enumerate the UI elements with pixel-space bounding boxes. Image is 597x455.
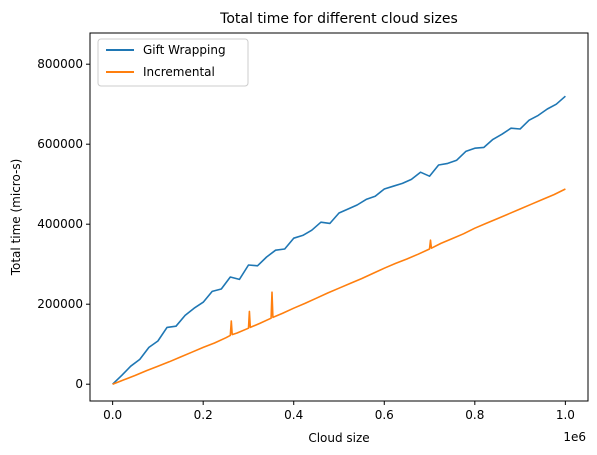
x-tick-label: 0.6 bbox=[375, 408, 394, 422]
y-tick-label: 200000 bbox=[37, 297, 83, 311]
legend-label-gift-wrapping: Gift Wrapping bbox=[143, 43, 226, 57]
y-tick-label: 0 bbox=[75, 377, 83, 391]
y-tick-label: 400000 bbox=[37, 217, 83, 231]
legend-label-incremental: Incremental bbox=[143, 65, 215, 79]
chart-title: Total time for different cloud sizes bbox=[219, 11, 458, 27]
y-axis-label: Total time (micro-s) bbox=[9, 159, 23, 277]
y-tick-label: 600000 bbox=[37, 137, 83, 151]
series-line-incremental bbox=[112, 188, 566, 385]
x-axis: 0.0 0.2 0.4 0.6 0.8 1.0 bbox=[103, 401, 575, 422]
x-tick-label: 0.4 bbox=[284, 408, 303, 422]
y-axis: 0 200000 400000 600000 800000 bbox=[37, 57, 90, 391]
x-tick-label: 0.8 bbox=[465, 408, 484, 422]
legend: Gift Wrapping Incremental bbox=[97, 38, 249, 87]
x-tick-label: 1.0 bbox=[556, 408, 575, 422]
legend-box bbox=[97, 38, 249, 87]
x-axis-label: Cloud size bbox=[308, 431, 369, 445]
plot-area bbox=[112, 95, 566, 385]
x-tick-label: 0.0 bbox=[103, 408, 122, 422]
x-offset-label: 1e6 bbox=[563, 430, 586, 444]
y-tick-label: 800000 bbox=[37, 57, 83, 71]
x-tick-label: 0.2 bbox=[194, 408, 213, 422]
axes-frame bbox=[89, 32, 589, 402]
series-line-gift-wrapping bbox=[112, 95, 566, 385]
